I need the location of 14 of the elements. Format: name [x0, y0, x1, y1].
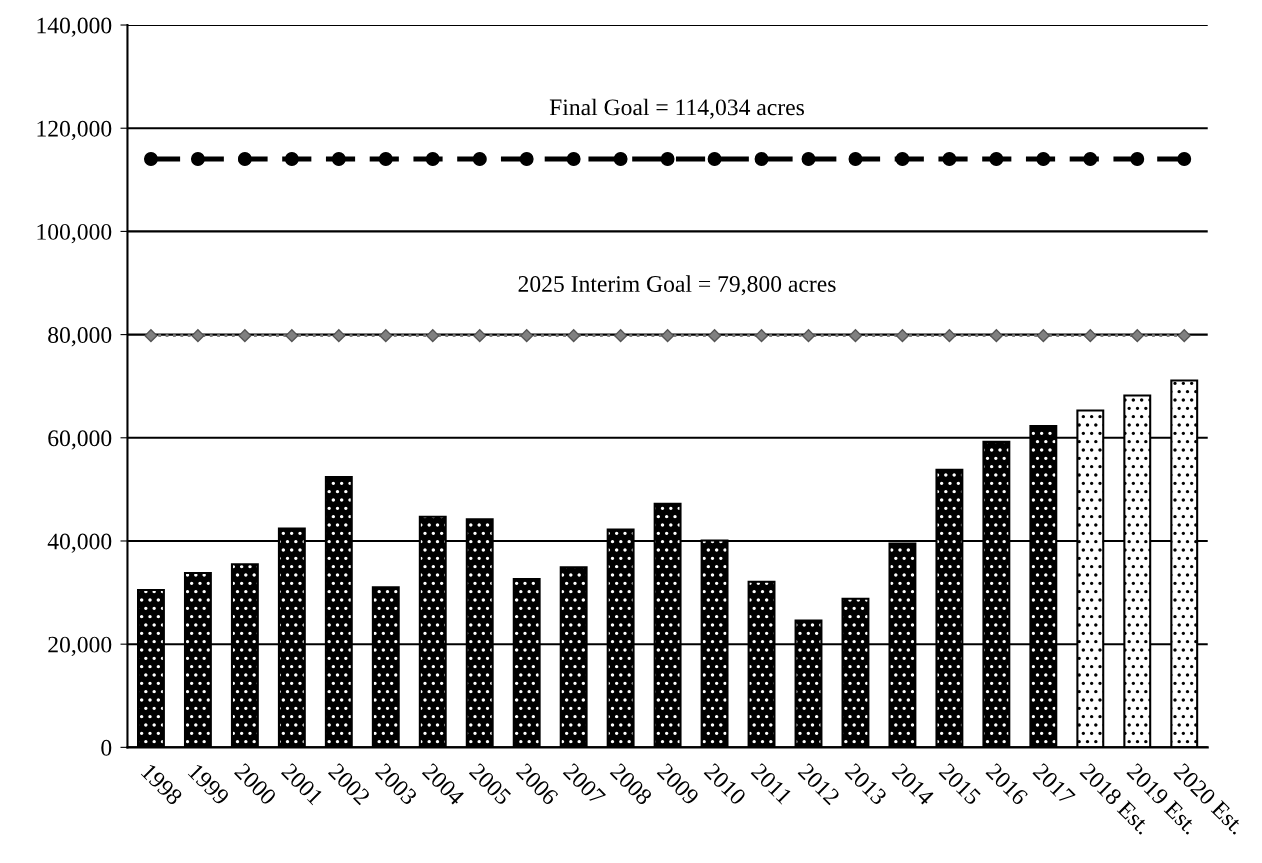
y-tick-label: 140,000 [37, 17, 112, 37]
y-tick-label: 80,000 [48, 327, 112, 347]
y-tick-label: 0 [101, 739, 112, 756]
y-tick-label: 100,000 [37, 223, 112, 244]
annotation: Final Goal = 114,034 acres [549, 98, 804, 119]
x-tick-label: 2007 [562, 762, 607, 806]
y-tick-label: 20,000 [48, 636, 112, 656]
y-tick-label: 120,000 [37, 120, 112, 141]
x-tick-label: 1998 [140, 763, 184, 806]
x-tick-label: 2017 [1032, 762, 1076, 806]
annotation: 2025 Interim Goal = 79,800 acres [518, 275, 836, 296]
y-tick-label: 40,000 [47, 533, 112, 553]
y-tick-label: 60,000 [48, 430, 112, 450]
x-tick-label: 1999 [187, 763, 231, 806]
